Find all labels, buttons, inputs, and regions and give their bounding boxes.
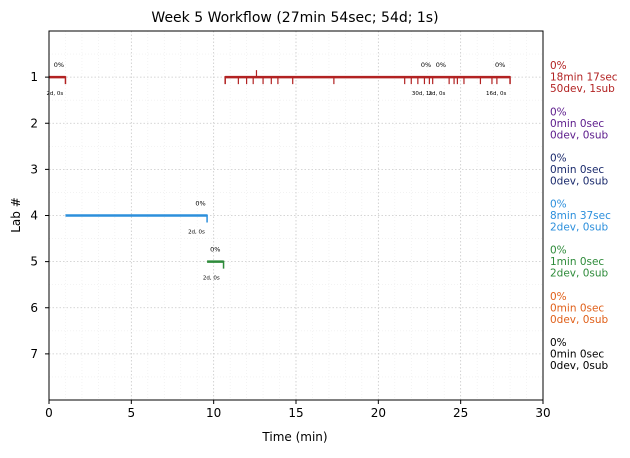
lane-1-summary-line: 0% [550,60,567,72]
lane-3-summary-line: 0% [550,152,567,164]
y-tick-label: 4 [30,209,38,223]
lane-1-annotation-pct: 0% [54,61,64,69]
chart-title: Week 5 Workflow (27min 54sec; 54d; 1s) [151,10,438,26]
lane-1-annotation-pct: 0% [421,61,431,69]
lane-1-annotation-dur: 30d, 1s [412,91,432,97]
lane-5-annotation-dur: 2d, 0s [203,276,220,282]
lane-4-annotation-dur: 2d, 0s [188,230,205,236]
y-tick-label: 3 [30,162,38,176]
lane-7-summary-line: 0min 0sec [550,348,604,360]
y-tick-label: 2 [30,116,38,130]
lane-1-annotation-dur: 2d, 0s [428,91,445,97]
lane-1-annotation-pct: 0% [495,61,505,69]
axes: 0 5 10 15 20 25 30 1 2 3 4 5 6 7 [30,30,551,420]
lane-4-summary-line: 2dev, 0sub [550,222,609,234]
lane-1-annotation-dur: 2d, 0s [46,91,63,97]
lane-1-summary-line: 18min 17sec [550,72,618,84]
x-tick-label: 5 [128,406,136,420]
lane-4-summary-line: 8min 37sec [550,210,611,222]
lane-3-summary-line: 0min 0sec [550,164,604,176]
lane-5-summary-line: 0% [550,245,567,257]
y-tick-label: 7 [30,347,38,361]
lane-3-summary-line: 0dev, 0sub [550,175,609,187]
lane-2-summary-line: 0dev, 0sub [550,129,609,141]
lane-1-annotation-dur: 16d, 0s [486,91,506,97]
y-tick-label: 5 [30,255,38,269]
lane-6-summary-line: 0dev, 0sub [550,314,609,326]
lane-1-summary-line: 50dev, 1sub [550,83,615,95]
lane-2-summary-line: 0% [550,106,567,118]
lane-5-annotation-pct: 0% [210,246,220,254]
lane-7-summary-line: 0% [550,337,567,349]
lane-2-summary-line: 0min 0sec [550,118,604,130]
data-layer: 0% 2d, 0s 0% 30d, 1s 0% 2d, 0s 0% 16d, 0s 0% 2d, … [46,61,511,282]
y-axis-label: Lab # [9,197,23,233]
lane-4-summary-line: 0% [550,199,567,211]
lane-4-annotation-pct: 0% [195,200,205,208]
x-tick-label: 15 [288,406,303,420]
lane-5-summary-line: 2dev, 0sub [550,268,609,280]
lane-1-annotation-pct: 0% [436,61,446,69]
y-tick-label: 6 [30,301,38,315]
x-tick-label: 10 [206,406,221,420]
x-tick-label: 30 [535,406,550,420]
grid [49,31,543,400]
x-tick-label: 20 [371,406,386,420]
x-tick-label: 0 [45,406,53,420]
lane-6-summary-line: 0% [550,291,567,303]
x-axis-label: Time (min) [261,430,327,444]
lane-7-summary-line: 0dev, 0sub [550,360,609,372]
y-tick-label: 1 [30,70,38,84]
lane-6-summary-line: 0min 0sec [550,302,604,314]
x-tick-label: 25 [453,406,468,420]
lane-5-summary-line: 1min 0sec [550,256,604,268]
